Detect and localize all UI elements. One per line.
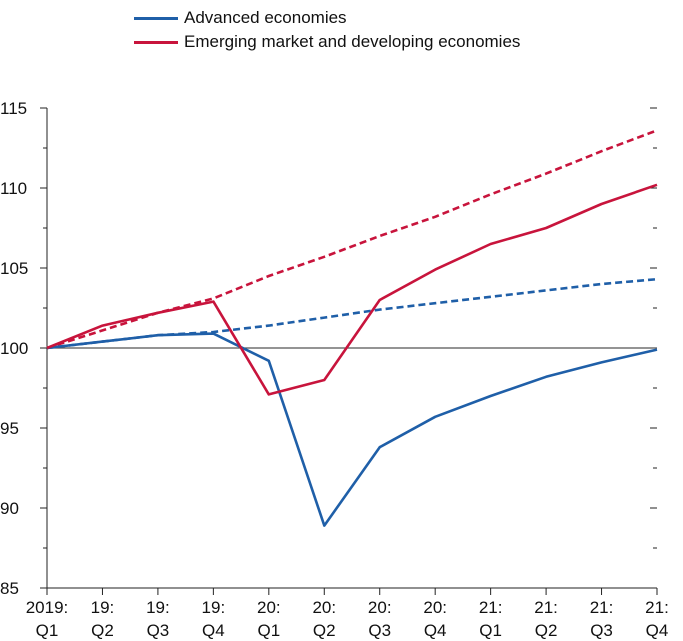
x-tick-label-year: 20: — [312, 598, 336, 617]
x-tick-label-quarter: Q1 — [479, 621, 502, 640]
x-tick-label-quarter: Q4 — [424, 621, 447, 640]
x-tick-label-quarter: Q3 — [368, 621, 391, 640]
x-tick-label-year: 2019: — [26, 598, 69, 617]
legend-label-advanced: Advanced economies — [184, 8, 347, 27]
x-tick-label-year: 21: — [590, 598, 614, 617]
x-tick-label-year: 19: — [202, 598, 226, 617]
legend-swatch-emerging — [134, 40, 178, 44]
x-tick-label-year: 19: — [91, 598, 115, 617]
x-tick-label-quarter: Q3 — [590, 621, 613, 640]
x-tick-label-quarter: Q1 — [36, 621, 59, 640]
x-tick-label-year: 19: — [146, 598, 170, 617]
y-tick-label: 110 — [0, 179, 27, 198]
x-tick-label-quarter: Q3 — [147, 621, 170, 640]
x-tick-label-year: 21: — [645, 598, 669, 617]
legend-swatch-advanced — [134, 16, 178, 20]
y-tick-label: 115 — [0, 99, 27, 118]
x-tick-label-year: 20: — [257, 598, 281, 617]
x-tick-label-quarter: Q2 — [91, 621, 114, 640]
x-tick-label-year: 21: — [534, 598, 558, 617]
x-tick-label-year: 20: — [368, 598, 392, 617]
legend-item-advanced: Advanced economies — [134, 6, 520, 30]
x-tick-label-quarter: Q4 — [202, 621, 225, 640]
series-line-3-dashed — [46, 129, 658, 350]
x-tick-label-quarter: Q1 — [257, 621, 280, 640]
x-tick-label-quarter: Q4 — [646, 621, 669, 640]
y-tick-label: 105 — [0, 259, 28, 278]
x-tick-label-quarter: Q2 — [535, 621, 558, 640]
y-tick-label: 90 — [0, 499, 19, 518]
legend-item-emerging: Emerging market and developing economies — [134, 30, 520, 54]
x-tick-label-year: 21: — [479, 598, 503, 617]
y-tick-label: 85 — [0, 579, 19, 598]
series-line-1-solid — [46, 183, 658, 396]
x-tick-label-year: 20: — [423, 598, 447, 617]
y-tick-label: 95 — [0, 419, 19, 438]
y-tick-label: 100 — [0, 339, 28, 358]
series-line-0-solid — [46, 332, 658, 527]
legend: Advanced economies Emerging market and d… — [134, 6, 520, 54]
legend-label-emerging: Emerging market and developing economies — [184, 32, 521, 51]
x-tick-label-quarter: Q2 — [313, 621, 336, 640]
